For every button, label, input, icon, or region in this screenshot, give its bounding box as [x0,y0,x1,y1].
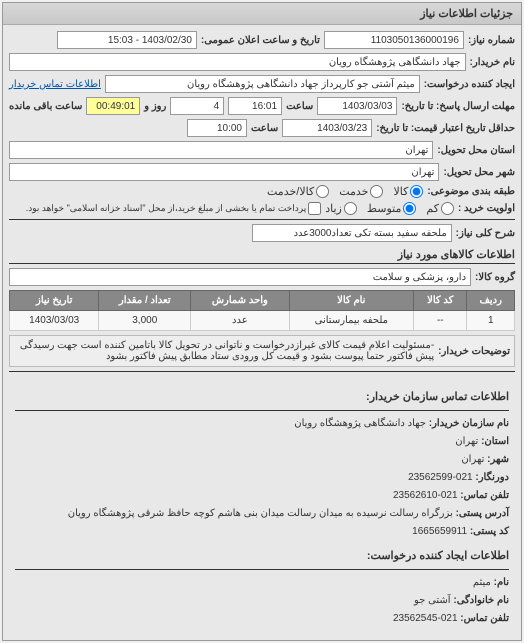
row-priority: اولویت خرید : کم متوسط زیاد پرداخت تمام … [9,202,515,215]
buyer-note-text: -مسئولیت اعلام قیمت کالای غیرازدرخواست و… [14,340,434,362]
row-deadline: مهلت ارسال پاسخ: تا تاریخ: 1403/03/03 سا… [9,97,515,115]
label-creator: ایجاد کننده درخواست: [424,79,515,90]
field-validity-time: 10:00 [187,119,247,137]
panel-body: شماره نیاز: 1103050136000196 تاریخ و ساع… [3,25,521,640]
field-deadline-date: 1403/03/03 [317,97,397,115]
th-qty: تعداد / مقدار [99,291,191,311]
field-announce-datetime: 1403/02/30 - 15:03 [57,31,197,49]
buyer-note-box: توضیحات خریدار: -مسئولیت اعلام قیمت کالا… [9,335,515,367]
divider-2 [9,371,515,372]
row-subject-class: طبقه بندی موضوعی: کالا خدمت کالا/خدمت [9,185,515,198]
field-deadline-days: 4 [170,97,224,115]
label-days: روز و [144,101,166,112]
row-delivery-province: استان محل تحویل: تهران [9,141,515,159]
details-panel: جزئیات اطلاعات نیاز شماره نیاز: 11030501… [2,2,522,641]
contact-section-title: اطلاعات تماس سازمان خریدار: [15,388,509,411]
radio-goods[interactable]: کالا [393,185,423,198]
row-delivery-city: شهر محل تحویل: تهران [9,163,515,181]
cell-name: ملحفه بیمارستانی [289,311,414,331]
row-validity: حداقل تاریخ اعتبار قیمت: تا تاریخ: 1403/… [9,119,515,137]
cell-date: 1403/03/03 [10,311,99,331]
field-delivery-province: تهران [9,141,433,159]
radio-group-subject: کالا خدمت کالا/خدمت [267,185,423,198]
label-subject-class: طبقه بندی موضوعی: [427,186,515,197]
contact-postal: کد پستی: 1665659911 [15,523,509,541]
th-name: نام کالا [289,291,414,311]
label-remaining: ساعت باقی مانده [9,101,82,112]
field-delivery-city: تهران [9,163,439,181]
cell-qty: 3,000 [99,311,191,331]
label-buyer-name: نام خریدار: [470,57,515,68]
field-validity-date: 1403/03/23 [282,119,372,137]
label-validity-time: ساعت [251,123,278,134]
field-request-number: 1103050136000196 [324,31,464,49]
th-date: تاریخ نیاز [10,291,99,311]
creator-section-title: اطلاعات ایجاد کننده درخواست: [15,547,509,570]
table-row[interactable]: 1 -- ملحفه بیمارستانی عدد 3,000 1403/03/… [10,311,515,331]
contact-fax: دورنگار: 021-23562599 [15,469,509,487]
label-goods-group: گروه کالا: [475,272,515,283]
field-creator: میثم آشتی جو کارپرداز جهاد دانشگاهی پژوه… [105,75,420,93]
creator-last-name: نام خانوادگی: آشتی جو [15,592,509,610]
row-buyer-name: نام خریدار: جهاد دانشگاهی پژوهشگاه رویان [9,53,515,71]
contact-city: شهر: تهران [15,451,509,469]
label-deadline: مهلت ارسال پاسخ: تا تاریخ: [401,101,515,112]
label-description: شرح کلی نیاز: [456,228,515,239]
radio-high[interactable]: زیاد [325,202,357,215]
radio-low[interactable]: کم [426,202,454,215]
radio-service[interactable]: خدمت [339,185,383,198]
panel-title: جزئیات اطلاعات نیاز [3,3,521,25]
cell-unit: عدد [191,311,289,331]
label-validity: حداقل تاریخ اعتبار قیمت: تا تاریخ: [376,123,515,134]
creator-phone: تلفن تماس: 021-23562545 [15,610,509,628]
label-deadline-time: ساعت [286,101,313,112]
table-header-row: ردیف کد کالا نام کالا واحد شمارش تعداد /… [10,291,515,311]
field-buyer-name: جهاد دانشگاهی پژوهشگاه رویان [9,53,466,71]
field-remaining-time: 00:49:01 [86,97,140,115]
radio-both[interactable]: کالا/خدمت [267,185,329,198]
checkbox-treasury[interactable]: پرداخت تمام یا بخشی از مبلغ خرید،از محل … [26,202,321,215]
contact-province: استان: تهران [15,433,509,451]
contact-address: آدرس پستی: بزرگراه رسالت نرسیده به میدان… [15,505,509,523]
cell-code: -- [414,311,467,331]
radio-group-priority: کم متوسط زیاد [325,202,454,215]
goods-section-title: اطلاعات کالاهای مورد نیاز [9,248,515,264]
th-unit: واحد شمارش [191,291,289,311]
label-delivery-province: استان محل تحویل: [437,145,515,156]
link-buyer-contact[interactable]: اطلاعات تماس خریدار [9,79,101,90]
contact-section: اطلاعات تماس سازمان خریدار: نام سازمان خ… [9,376,515,634]
label-announce-datetime: تاریخ و ساعت اعلان عمومی: [201,35,320,46]
goods-table: ردیف کد کالا نام کالا واحد شمارش تعداد /… [9,290,515,331]
label-buyer-note: توضیحات خریدار: [438,346,510,357]
contact-org: نام سازمان خریدار: جهاد دانشگاهی پژوهشگا… [15,415,509,433]
radio-medium[interactable]: متوسط [367,202,417,215]
contact-phone: تلفن تماس: 021-23562610 [15,487,509,505]
divider-1 [9,219,515,220]
th-code: کد کالا [414,291,467,311]
row-description: شرح کلی نیاز: ملحفه سفید بسته تکی تعداد3… [9,224,515,242]
field-deadline-time: 16:01 [228,97,282,115]
label-request-number: شماره نیاز: [468,35,515,46]
row-goods-group: گروه کالا: دارو، پزشکی و سلامت [9,268,515,286]
label-delivery-city: شهر محل تحویل: [443,167,515,178]
cell-idx: 1 [467,311,515,331]
field-description: ملحفه سفید بسته تکی تعداد3000عدد [252,224,452,242]
creator-first-name: نام: میثم [15,574,509,592]
field-goods-group: دارو، پزشکی و سلامت [9,268,471,286]
row-request-number: شماره نیاز: 1103050136000196 تاریخ و ساع… [9,31,515,49]
th-idx: ردیف [467,291,515,311]
label-priority: اولویت خرید : [458,203,515,214]
row-creator: ایجاد کننده درخواست: میثم آشتی جو کارپرد… [9,75,515,93]
